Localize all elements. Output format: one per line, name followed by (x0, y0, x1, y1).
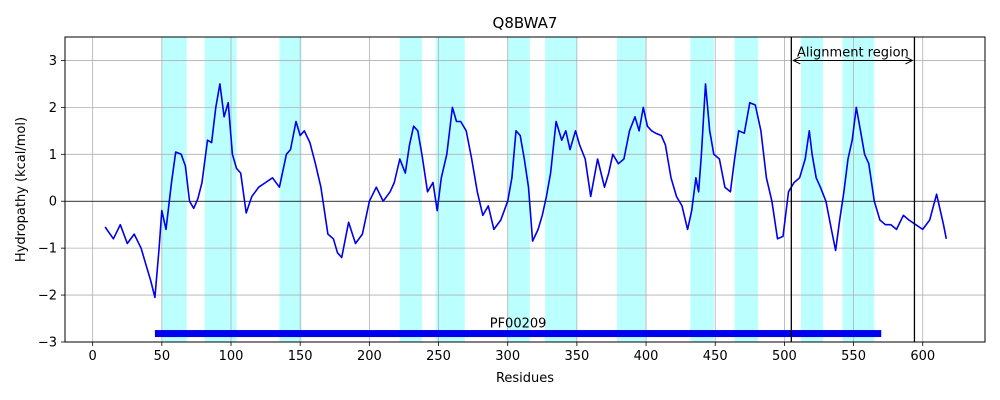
y-tick-label: 1 (49, 148, 57, 163)
x-tick-label: 500 (772, 349, 797, 364)
y-axis-label: Hydropathy (kcal/mol) (14, 117, 29, 262)
plot-frame (64, 36, 986, 343)
x-tick-label: 250 (426, 349, 451, 364)
hydrophobic-bands (161, 37, 875, 342)
y-tick-label: −2 (38, 289, 57, 304)
alignment-arrow-left-head (792, 56, 801, 65)
x-tick-label: 200 (357, 349, 382, 364)
alignment-arrow-right-head (905, 56, 914, 65)
alignment-region: Alignment region (790, 37, 916, 342)
x-tick-label: 150 (288, 349, 313, 364)
y-axis-ticks: −3 −2 −1 0 1 2 3 (38, 54, 65, 351)
x-tick-label: 100 (219, 349, 244, 364)
x-tick-label: 400 (634, 349, 659, 364)
x-axis-ticks: 0 50 100 150 200 250 300 350 400 450 500 550 600 (89, 342, 935, 364)
x-tick-label: 50 (154, 349, 171, 364)
x-tick-label: 0 (89, 349, 97, 364)
y-tick-label: −3 (38, 336, 57, 351)
series-group (104, 83, 948, 299)
chart-title: Q8BWA7 (493, 14, 558, 32)
hydrophobic-band (279, 37, 302, 342)
x-tick-label: 450 (703, 349, 728, 364)
domain-annotation: PF00209 (154, 317, 882, 338)
x-axis-label: Residues (496, 371, 554, 386)
hydropathy-series-line (104, 83, 948, 299)
hydrophobic-band (734, 37, 759, 342)
hydrophobic-band (617, 37, 647, 342)
hydrophobic-band (399, 37, 422, 342)
hydrophobic-band (801, 37, 824, 342)
hydrophobic-band (842, 37, 875, 342)
hydrophobic-band (204, 37, 237, 342)
y-tick-label: 2 (49, 101, 57, 116)
y-tick-label: 0 (49, 195, 57, 210)
y-tick-label: −1 (38, 242, 57, 257)
hydrophobic-band (545, 37, 577, 342)
x-tick-label: 550 (841, 349, 866, 364)
hydrophobic-band (161, 37, 187, 342)
domain-bar (154, 330, 882, 338)
hydrophobic-band (507, 37, 530, 342)
domain-label: PF00209 (490, 317, 547, 332)
x-tick-label: 300 (495, 349, 520, 364)
y-tick-label: 3 (49, 54, 57, 69)
alignment-region-label: Alignment region (797, 45, 909, 60)
x-tick-label: 350 (564, 349, 589, 364)
x-tick-label: 600 (910, 349, 935, 364)
